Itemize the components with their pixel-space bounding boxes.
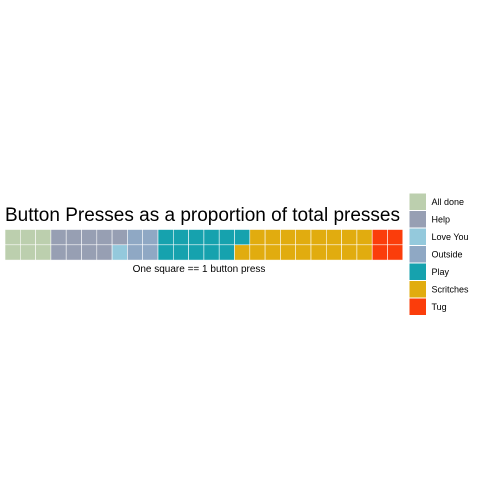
waffle-cell-outside (142, 229, 159, 246)
waffle-cell-help (50, 229, 67, 246)
legend-label-love-you: Love You (432, 232, 469, 242)
waffle-cell-scritches (356, 229, 373, 246)
waffle-cell-play (173, 229, 189, 246)
waffle-cell-all-done (35, 244, 52, 261)
legend-key-help (408, 210, 427, 229)
waffle-cell-play (203, 244, 220, 261)
waffle-cell-scritches (280, 229, 296, 246)
legend-key-outside (408, 245, 427, 264)
legend-label-play: Play (432, 267, 450, 277)
waffle-cell-scritches (325, 229, 342, 246)
legend-label-all-done: All done (432, 197, 465, 207)
waffle-cell-play (173, 244, 189, 261)
legend: All done Help Love You Outside Play Scritches… (408, 192, 470, 316)
waffle-cell-help (96, 244, 113, 261)
waffle-cell-all-done (19, 229, 36, 246)
legend-label-scritches: Scritches (432, 284, 470, 294)
waffle-cell-scritches (280, 244, 296, 261)
waffle-cell-help (81, 244, 98, 261)
waffle-cell-outside (127, 229, 144, 246)
waffle-cell-tug (387, 229, 404, 246)
waffle-cell-scritches (249, 244, 266, 261)
waffle-cell-all-done (19, 244, 36, 261)
waffle-cell-play (188, 244, 205, 261)
legend-key-tug (408, 297, 427, 316)
waffle-cell-help (50, 244, 67, 261)
waffle-cell-help (65, 229, 82, 246)
waffle-cell-scritches (295, 229, 312, 246)
legend-label-help: Help (432, 214, 451, 224)
waffle-cell-play (218, 244, 235, 261)
waffle-cell-play (157, 244, 174, 261)
waffle-cell-love-you (111, 244, 128, 261)
waffle-cell-scritches (249, 229, 266, 246)
waffle-cell-scritches (310, 229, 327, 246)
waffle-cell-outside (142, 244, 159, 261)
waffle-cell-scritches (264, 229, 281, 246)
waffle-cell-tug (371, 244, 388, 261)
chart-title: Button Presses as a proportion of total … (5, 205, 400, 226)
waffle-cell-help (81, 229, 98, 246)
waffle-cell-play (203, 229, 220, 246)
legend-label-outside: Outside (432, 249, 463, 259)
waffle-cell-all-done (4, 244, 21, 261)
legend-key-play (408, 262, 427, 281)
waffle-cell-help (111, 229, 128, 246)
waffle-cell-help (65, 244, 82, 261)
waffle-cell-play (157, 229, 174, 246)
waffle-cell-play (188, 229, 205, 246)
legend-label-tug: Tug (432, 302, 447, 312)
waffle-cell-tug (371, 229, 388, 246)
waffle-cell-scritches (356, 244, 373, 261)
waffle-cell-scritches (341, 229, 358, 246)
legend-key-all-done (408, 192, 427, 211)
waffle-cell-scritches (341, 244, 358, 261)
waffle-cell-scritches (325, 244, 342, 261)
waffle-cell-all-done (4, 229, 21, 246)
legend-key-love-you (408, 227, 427, 246)
waffle-cell-tug (387, 244, 404, 261)
waffle-cell-help (96, 229, 113, 246)
waffle-cell-outside (127, 244, 144, 261)
waffle-cell-scritches (295, 244, 312, 261)
waffle-cell-scritches (310, 244, 327, 261)
waffle-cell-all-done (35, 229, 52, 246)
legend-key-scritches (408, 280, 427, 299)
waffle-cell-scritches (234, 244, 251, 261)
waffle-cell-scritches (264, 244, 281, 261)
waffle-cell-play (234, 229, 251, 246)
waffle-cell-play (218, 229, 235, 246)
waffle-cells (4, 229, 404, 261)
x-axis-caption: One square == 1 button press (133, 264, 266, 275)
